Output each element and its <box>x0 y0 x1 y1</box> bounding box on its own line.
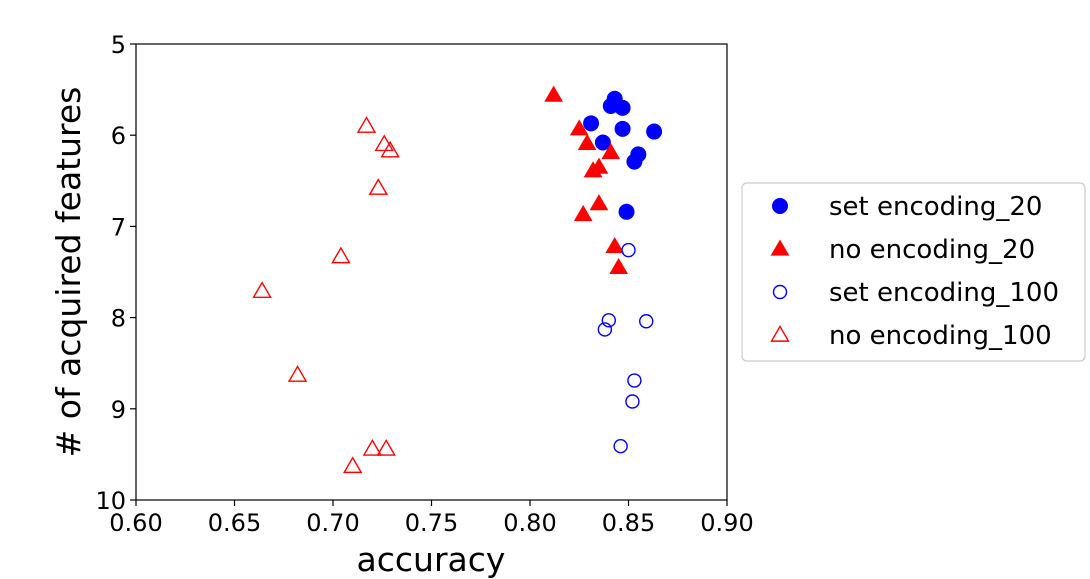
series-3 <box>252 116 400 474</box>
data-point <box>362 439 383 456</box>
y-tick-label: 9 <box>111 396 126 424</box>
data-point <box>577 133 597 151</box>
data-point <box>594 134 611 151</box>
series-1 <box>544 85 629 275</box>
y-tick-label: 5 <box>111 31 126 59</box>
data-point <box>368 178 389 195</box>
legend-label: set encoding_20 <box>829 192 1042 222</box>
x-tick-label: 0.65 <box>208 509 261 537</box>
plot-area <box>252 85 663 474</box>
data-point <box>646 123 663 140</box>
y-tick-label: 10 <box>95 487 126 515</box>
data-point <box>601 313 616 328</box>
legend-marker <box>770 325 790 342</box>
x-tick-label: 0.60 <box>109 509 162 537</box>
data-point <box>614 99 631 116</box>
data-point <box>356 116 377 133</box>
data-point <box>287 365 308 382</box>
data-point <box>609 257 629 275</box>
data-point <box>601 143 621 160</box>
data-point <box>597 322 613 337</box>
x-tick-label: 0.90 <box>700 509 753 537</box>
y-tick-label: 6 <box>111 122 126 150</box>
legend-label: set encoding_100 <box>829 278 1059 308</box>
series-2 <box>597 242 654 454</box>
x-tick-label: 0.70 <box>306 509 359 537</box>
x-tick-label: 0.75 <box>405 509 458 537</box>
data-point <box>625 394 640 409</box>
plot-frame <box>135 43 728 501</box>
x-axis-label: accuracy <box>357 540 506 579</box>
y-tick-label: 8 <box>111 305 126 333</box>
legend-marker <box>772 198 788 214</box>
data-point <box>626 153 643 170</box>
data-point <box>380 140 400 158</box>
data-point <box>621 242 636 258</box>
legend-label: no encoding_100 <box>829 321 1052 351</box>
data-point <box>627 373 642 388</box>
legend-box <box>741 182 1086 362</box>
x-tick-label: 0.80 <box>503 509 556 537</box>
data-point <box>618 203 635 220</box>
data-point <box>252 281 272 298</box>
data-point <box>573 205 593 222</box>
y-axis-label: # of acquired features <box>49 87 88 458</box>
legend-marker <box>770 239 790 256</box>
data-point <box>376 439 396 456</box>
data-point <box>583 115 600 132</box>
data-point <box>331 246 351 264</box>
data-point <box>342 456 363 474</box>
y-tick-label: 7 <box>111 213 126 241</box>
legend-marker <box>772 284 788 300</box>
data-point <box>614 120 631 137</box>
series-0 <box>583 90 663 220</box>
data-point <box>374 134 394 152</box>
data-point <box>589 194 609 211</box>
data-point <box>639 314 654 329</box>
data-point <box>605 236 625 254</box>
y-axis: 5 6 7 8 9 10 <box>95 31 136 515</box>
x-axis: 0.60 0.65 0.70 0.75 0.80 0.85 0.90 <box>109 500 754 537</box>
data-point <box>544 85 564 102</box>
data-point <box>613 438 628 454</box>
legend-label: no encoding_20 <box>829 235 1035 265</box>
data-point <box>569 119 589 136</box>
x-tick-label: 0.85 <box>602 509 655 537</box>
data-point <box>583 161 603 178</box>
